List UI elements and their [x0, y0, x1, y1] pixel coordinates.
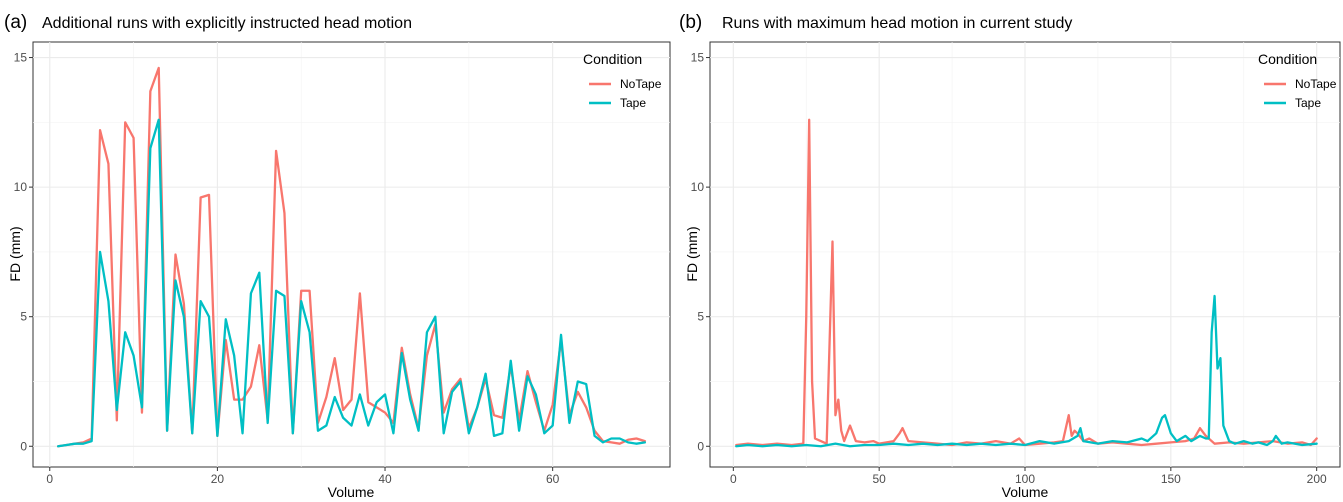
panel-a-y-axis-title: FD (mm): [7, 226, 23, 281]
panel-a-ticks: 0 20 40 60 0 5 10 15: [14, 51, 560, 486]
y-tick-label: 15: [691, 51, 705, 65]
panel-a-legend-title: Condition: [583, 51, 642, 67]
panel-b-x-axis-title: Volume: [1002, 484, 1049, 500]
panel-a-series: [56, 66, 647, 448]
y-tick-label: 10: [691, 180, 705, 194]
x-tick-label: 20: [211, 472, 225, 486]
panel-b-legend: Condition NoTape Tape: [1258, 51, 1337, 110]
x-tick-label: 150: [1161, 472, 1181, 486]
panel-b-tag: (b): [679, 12, 702, 33]
x-tick-label: 50: [872, 472, 886, 486]
panel-b-series-notape: [735, 118, 1318, 447]
panel-a-title: Additional runs with explicitly instruct…: [42, 15, 412, 32]
x-tick-label: 0: [46, 472, 53, 486]
panel-a-grid: [33, 42, 670, 467]
x-tick-label: 60: [546, 472, 560, 486]
panel-b-title: Runs with maximum head motion in current…: [722, 15, 1072, 32]
x-tick-label: 40: [378, 472, 392, 486]
x-tick-label: 200: [1307, 472, 1327, 486]
panel-a-series-notape: [56, 66, 647, 448]
x-tick-label: 100: [1015, 472, 1035, 486]
y-tick-label: 10: [14, 180, 28, 194]
panel-a-legend-label-tape: Tape: [620, 96, 646, 110]
y-tick-label: 0: [20, 439, 27, 453]
panel-b-y-axis-title: FD (mm): [684, 226, 700, 281]
panel-b-series: [735, 118, 1318, 448]
panel-a-legend: Condition NoTape Tape: [583, 51, 662, 110]
x-tick-label: 0: [730, 472, 737, 486]
panel-a-legend-label-notape: NoTape: [620, 77, 662, 91]
panel-b: (b) Runs with maximum head motion in cur…: [679, 12, 1341, 500]
panel-a-tag: (a): [4, 12, 27, 33]
panel-b-legend-label-tape: Tape: [1295, 96, 1321, 110]
panel-a: (a) Additional runs with explicitly inst…: [4, 12, 671, 500]
y-tick-label: 5: [20, 310, 27, 324]
y-tick-label: 5: [697, 310, 704, 324]
y-tick-label: 0: [697, 439, 704, 453]
panel-a-series-tape: [56, 118, 647, 448]
panel-b-legend-label-notape: NoTape: [1295, 77, 1337, 91]
y-tick-label: 15: [14, 51, 28, 65]
panel-b-series-tape: [735, 294, 1318, 448]
panel-a-x-axis-title: Volume: [328, 484, 375, 500]
panel-b-legend-title: Condition: [1258, 51, 1317, 67]
panel-b-ticks: 0 50 100 150 200 0 5 10 15: [691, 51, 1327, 486]
